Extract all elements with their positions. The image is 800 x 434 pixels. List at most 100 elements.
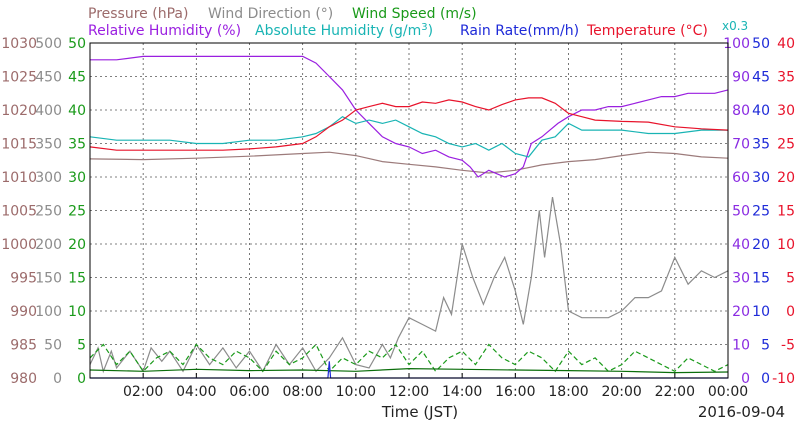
series-line-1: [89, 196, 729, 374]
y-tick-label-wind_dir: 50: [44, 338, 62, 354]
y-tick-label-wind_speed: 45: [68, 70, 86, 86]
legend-abs-hum-scale: x0.3: [722, 19, 748, 33]
y-tick-label-rain: 15: [752, 271, 770, 287]
y-tick-label-humidity: 100: [723, 36, 750, 52]
y-tick-label-wind_dir: 350: [35, 137, 62, 153]
y-tick-label-wind_speed: 50: [68, 36, 86, 52]
legend-relative-humidity: Relative Humidity (%): [88, 23, 241, 39]
y-tick-label-pressure: 980: [10, 371, 37, 387]
y-tick-label-humidity: 60: [732, 170, 750, 186]
y-tick-label-rain: 30: [752, 170, 770, 186]
y-tick-label-temperature: -10: [772, 371, 795, 387]
y-tick-label-wind_dir: 300: [35, 170, 62, 186]
y-tick-label-humidity: 40: [732, 237, 750, 253]
y-tick-label-rain: 20: [752, 237, 770, 253]
series-line-0: [89, 151, 729, 174]
y-tick-label-rain: 5: [761, 338, 770, 354]
series-line-5: [89, 115, 728, 158]
y-tick-label-wind_speed: 0: [77, 371, 86, 387]
series-line-2: [89, 343, 729, 373]
chart-date: 2016-09-04: [698, 403, 785, 421]
y-tick-label-temperature: 30: [777, 103, 795, 119]
y-tick-label-rain: 35: [752, 137, 770, 153]
y-tick-label-temperature: 20: [777, 170, 795, 186]
y-tick-label-humidity: 10: [732, 338, 750, 354]
y-tick-label-wind_speed: 10: [68, 304, 86, 320]
y-tick-label-wind_speed: 25: [68, 204, 86, 220]
legend-rain-rate: Rain Rate(mm/h): [460, 23, 579, 39]
y-tick-label-temperature: 35: [777, 70, 795, 86]
y-tick-label-humidity: 0: [741, 371, 750, 387]
series-line-3: [89, 367, 729, 374]
y-tick-label-wind_speed: 35: [68, 137, 86, 153]
x-tick-label: 18:00: [548, 384, 588, 400]
y-tick-label-wind_dir: 250: [35, 204, 62, 220]
x-tick-label: 02:00: [123, 384, 163, 400]
y-tick-label-temperature: 10: [777, 237, 795, 253]
x-tick-label: 14:00: [442, 384, 482, 400]
y-tick-label-wind_dir: 150: [35, 271, 62, 287]
y-tick-label-humidity: 20: [732, 304, 750, 320]
x-axis-label: Time (JST): [381, 403, 458, 421]
y-tick-label-wind_speed: 20: [68, 237, 86, 253]
y-tick-label-temperature: -5: [781, 338, 795, 354]
x-tick-label: 10:00: [336, 384, 376, 400]
y-tick-label-pressure: 1025: [1, 70, 37, 86]
legend-wind-direction: Wind Direction (°): [208, 6, 333, 22]
x-tick-label: 08:00: [282, 384, 322, 400]
y-tick-label-wind_dir: 0: [53, 371, 62, 387]
x-tick-label: 04:00: [176, 384, 216, 400]
x-tick-label: 16:00: [495, 384, 535, 400]
legend-absolute-humidity: Absolute Humidity (g/m3): [255, 22, 433, 39]
y-tick-label-pressure: 1005: [1, 204, 37, 220]
x-tick-label: 12:00: [389, 384, 429, 400]
y-axes: 9809859909951000100510101015102010251030…: [1, 36, 795, 387]
y-tick-label-temperature: 15: [777, 204, 795, 220]
y-tick-label-pressure: 1000: [1, 237, 37, 253]
y-tick-label-pressure: 1015: [1, 137, 37, 153]
y-tick-label-temperature: 0: [786, 304, 795, 320]
y-tick-label-wind_dir: 400: [35, 103, 62, 119]
y-tick-label-temperature: 5: [786, 271, 795, 287]
y-tick-label-wind_speed: 30: [68, 170, 86, 186]
legend-temperature: Temperature (°C): [586, 23, 708, 39]
y-tick-label-humidity: 30: [732, 271, 750, 287]
y-tick-label-wind_dir: 500: [35, 36, 62, 52]
legend-wind-speed: Wind Speed (m/s): [352, 6, 477, 22]
y-tick-label-humidity: 80: [732, 103, 750, 119]
y-tick-label-rain: 0: [761, 371, 770, 387]
y-tick-label-humidity: 50: [732, 204, 750, 220]
y-tick-label-wind_speed: 40: [68, 103, 86, 119]
x-axis: 02:00 04:00 06:00 08:00 10:00 12:00 14:00 16:00…: [123, 373, 748, 400]
y-tick-label-rain: 25: [752, 204, 770, 220]
legend-pressure: Pressure (hPa): [88, 6, 188, 22]
y-tick-label-humidity: 90: [732, 70, 750, 86]
y-tick-label-pressure: 1030: [1, 36, 37, 52]
x-tick-label: 22:00: [655, 384, 695, 400]
y-tick-label-pressure: 995: [10, 271, 37, 287]
y-tick-label-rain: 45: [752, 70, 770, 86]
x-tick-label: 20:00: [601, 384, 641, 400]
x-tick-label: 06:00: [229, 384, 269, 400]
y-tick-label-wind_dir: 200: [35, 237, 62, 253]
y-tick-label-humidity: 70: [732, 137, 750, 153]
y-tick-label-wind_dir: 450: [35, 70, 62, 86]
y-tick-label-pressure: 1020: [1, 103, 37, 119]
y-tick-label-pressure: 985: [10, 338, 37, 354]
series-line-4: [90, 55, 729, 178]
grid: [90, 43, 728, 378]
y-tick-label-pressure: 1010: [1, 170, 37, 186]
y-tick-label-temperature: 40: [777, 36, 795, 52]
y-tick-label-temperature: 25: [777, 137, 795, 153]
y-tick-label-rain: 50: [752, 36, 770, 52]
y-tick-label-wind_speed: 5: [77, 338, 86, 354]
plot-frame: [89, 42, 729, 379]
y-tick-label-rain: 10: [752, 304, 770, 320]
y-tick-label-wind_dir: 100: [35, 304, 62, 320]
y-tick-label-wind_speed: 15: [68, 271, 86, 287]
series-line-7: [89, 97, 729, 151]
x-tick-label: 00:00: [708, 384, 748, 400]
y-tick-label-rain: 40: [752, 103, 770, 119]
y-tick-label-pressure: 990: [10, 304, 37, 320]
